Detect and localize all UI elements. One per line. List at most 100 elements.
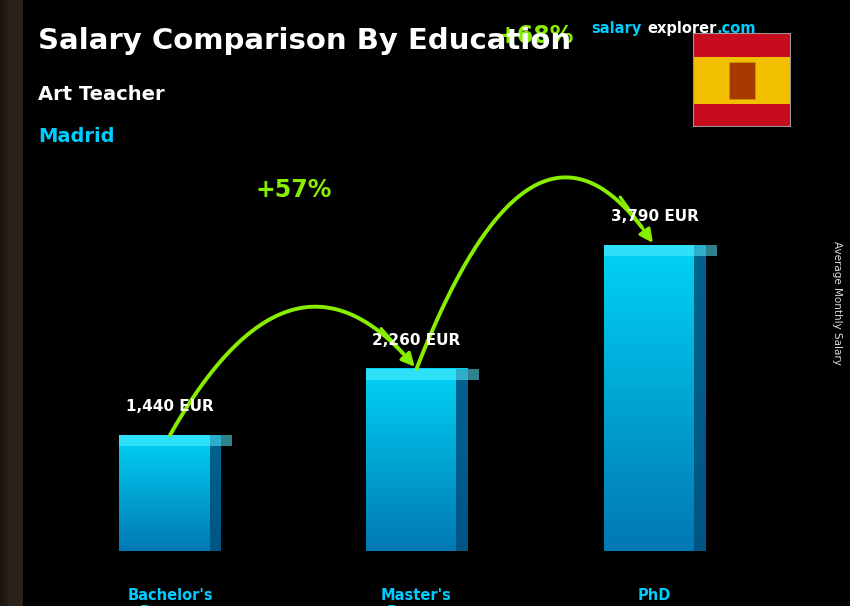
Bar: [3, 0, 14, 606]
Bar: [119, 541, 221, 544]
Bar: [366, 375, 468, 378]
Bar: [366, 420, 468, 424]
Bar: [119, 465, 221, 468]
Bar: [604, 336, 706, 342]
Bar: [5, 0, 18, 606]
Bar: [366, 390, 468, 393]
Bar: [604, 546, 706, 551]
Bar: [5, 0, 18, 606]
Bar: [604, 418, 706, 424]
Bar: [8, 0, 21, 606]
Bar: [604, 326, 706, 332]
Bar: [366, 450, 468, 454]
Bar: [7, 0, 20, 606]
Bar: [119, 512, 221, 514]
Bar: [366, 468, 468, 472]
Bar: [3, 0, 16, 606]
Bar: [119, 524, 221, 526]
Bar: [7, 0, 19, 606]
Bar: [119, 533, 221, 536]
Bar: [604, 245, 706, 250]
Bar: [6, 0, 19, 606]
Bar: [119, 547, 221, 550]
Bar: [604, 469, 706, 475]
Bar: [2, 0, 14, 606]
Bar: [604, 500, 706, 505]
Bar: [366, 536, 468, 539]
Bar: [456, 369, 468, 551]
Bar: [1, 0, 14, 606]
Bar: [366, 530, 468, 533]
Bar: [8, 0, 20, 606]
Bar: [604, 296, 706, 301]
Bar: [4, 0, 16, 606]
Bar: [119, 462, 221, 464]
Bar: [604, 306, 706, 311]
Bar: [366, 539, 468, 542]
Bar: [3, 0, 15, 606]
Bar: [366, 441, 468, 445]
Bar: [5, 0, 17, 606]
Bar: [4, 0, 16, 606]
Bar: [6, 0, 19, 606]
Bar: [119, 435, 232, 446]
Bar: [604, 285, 706, 291]
Bar: [8, 0, 20, 606]
Bar: [3, 0, 15, 606]
Bar: [604, 439, 706, 444]
Bar: [9, 0, 21, 606]
Bar: [366, 542, 468, 545]
Bar: [366, 438, 468, 442]
Bar: [604, 459, 706, 465]
Text: explorer: explorer: [648, 21, 717, 36]
Bar: [604, 270, 706, 276]
Bar: [366, 432, 468, 436]
Bar: [604, 449, 706, 454]
Bar: [119, 531, 221, 534]
Bar: [604, 382, 706, 388]
Bar: [604, 515, 706, 521]
Bar: [119, 520, 221, 522]
Bar: [3, 0, 14, 606]
Bar: [4, 0, 16, 606]
Bar: [366, 505, 468, 509]
Bar: [119, 481, 221, 484]
Bar: [4, 0, 17, 606]
Bar: [119, 543, 221, 545]
Bar: [604, 494, 706, 501]
Bar: [1, 0, 13, 606]
Bar: [119, 456, 221, 458]
Bar: [366, 514, 468, 518]
Bar: [119, 446, 221, 448]
Bar: [119, 441, 221, 443]
Bar: [10, 0, 23, 606]
Bar: [366, 518, 468, 521]
Bar: [119, 435, 221, 437]
Bar: [604, 387, 706, 393]
Bar: [604, 260, 706, 265]
Text: salary: salary: [591, 21, 641, 36]
Bar: [366, 521, 468, 524]
Bar: [3, 0, 14, 606]
Bar: [366, 502, 468, 506]
Bar: [366, 378, 468, 381]
Bar: [119, 471, 221, 474]
Bar: [119, 528, 221, 530]
Bar: [9, 0, 21, 606]
Bar: [119, 454, 221, 456]
Bar: [366, 548, 468, 551]
Bar: [2, 0, 14, 606]
Bar: [604, 423, 706, 429]
Bar: [1, 0, 14, 606]
Bar: [3, 0, 15, 606]
Bar: [8, 0, 21, 606]
Bar: [366, 447, 468, 451]
Text: Art Teacher: Art Teacher: [38, 85, 165, 104]
Bar: [119, 514, 221, 516]
Text: 2,260 EUR: 2,260 EUR: [372, 333, 461, 348]
Bar: [728, 61, 755, 99]
Bar: [119, 506, 221, 509]
Bar: [604, 367, 706, 373]
Bar: [5, 0, 17, 606]
Bar: [604, 275, 706, 281]
